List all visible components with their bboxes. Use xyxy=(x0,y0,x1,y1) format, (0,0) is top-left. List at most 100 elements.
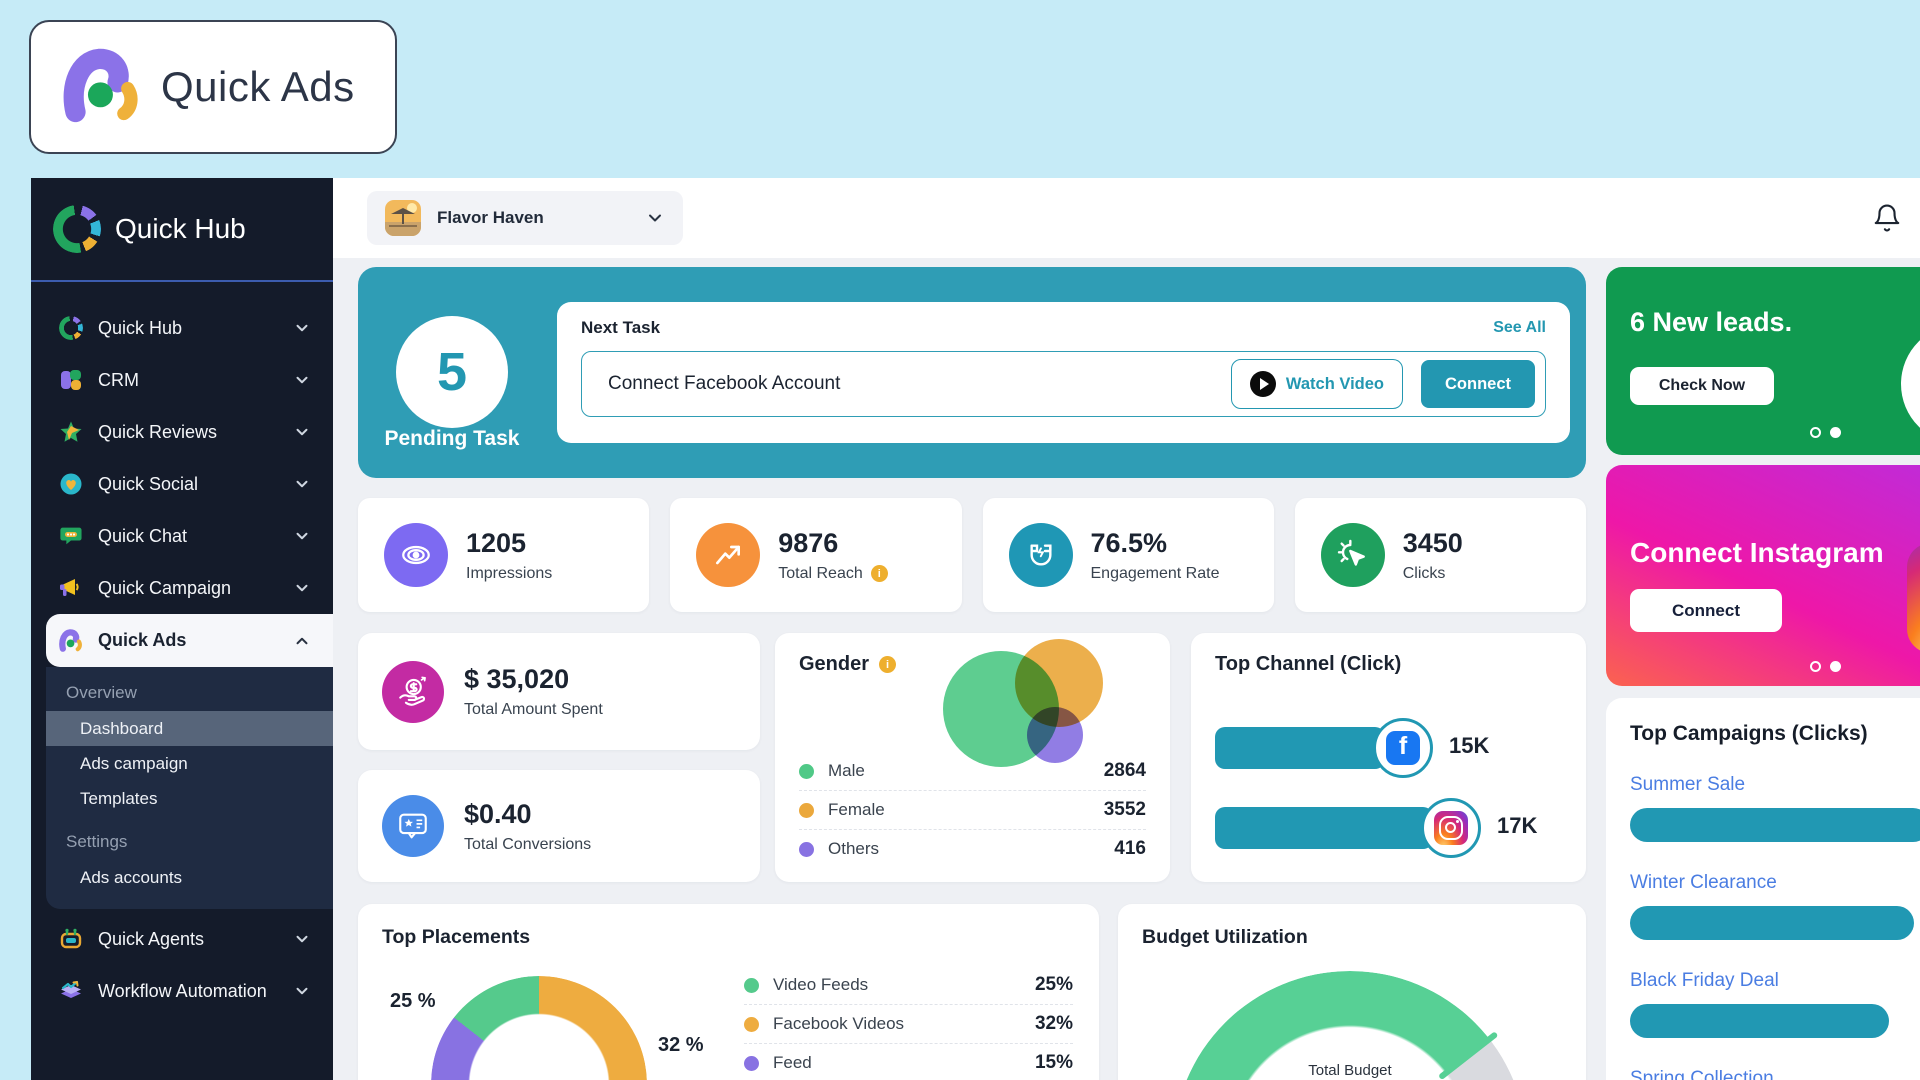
sidebar-item-quick-reviews[interactable]: Quick Reviews xyxy=(31,406,333,458)
clicks-card: 3450 Clicks xyxy=(1294,498,1586,612)
placements-legend: Video Feeds 25% Facebook Videos 32% Feed… xyxy=(744,966,1073,1080)
submenu-link-templates[interactable]: Templates xyxy=(80,789,158,808)
sidebar-item-quick-agents[interactable]: Quick Agents xyxy=(31,913,333,965)
chevron-down-icon xyxy=(296,480,308,488)
sidebar-item-quick-social[interactable]: Quick Social xyxy=(31,458,333,510)
quick-hub-logo-icon xyxy=(53,205,101,253)
connect-instagram-button[interactable]: Connect xyxy=(1630,589,1782,632)
sidebar-item-quick-ads[interactable]: Quick Ads xyxy=(46,614,333,667)
facebook-bar-row: 15K xyxy=(1191,715,1586,781)
crm-icon xyxy=(59,368,83,392)
total-amount-spent-card: $ 35,020 Total Amount Spent xyxy=(358,633,760,750)
campaign-link-spring-collection[interactable]: Spring Collection xyxy=(1630,1068,1774,1080)
quick-ads-submenu: Overview Dashboard Ads campaign Template… xyxy=(46,667,333,909)
new-leads-card: 6 New leads. Check Now xyxy=(1606,267,1920,455)
total-reach-card: 9876 Total Reach xyxy=(670,498,962,612)
pending-task-count: 5 xyxy=(396,316,508,428)
carousel-dot[interactable] xyxy=(1810,427,1821,438)
stat-value: 9876 xyxy=(778,527,839,558)
sidebar-item-workflow-automation[interactable]: Workflow Automation xyxy=(31,965,333,1017)
instagram-icon xyxy=(1421,798,1481,858)
gender-title: Gender xyxy=(799,653,870,675)
chevron-down-icon xyxy=(296,376,308,384)
task-name: Connect Facebook Account xyxy=(608,373,841,394)
next-task-title: Next Task xyxy=(581,318,661,337)
sidebar-item-quick-campaign[interactable]: Quick Campaign xyxy=(31,562,333,614)
carousel-dot[interactable] xyxy=(1810,661,1821,672)
gender-card: Gender Male 2864 Female 3552 Others xyxy=(775,633,1170,882)
sidebar-item-label: Quick Campaign xyxy=(98,577,232,598)
quick-ads-logo-icon xyxy=(63,48,138,123)
carousel-dots[interactable] xyxy=(1810,427,1841,438)
top-campaigns-title: Top Campaigns (Clicks) xyxy=(1630,722,1868,745)
gender-legend: Male 2864 Female 3552 Others 416 xyxy=(799,752,1146,868)
connect-button[interactable]: Connect xyxy=(1421,360,1535,408)
submenu-link-ads-campaign[interactable]: Ads campaign xyxy=(80,754,188,773)
legend-row: Others 416 xyxy=(799,829,1146,868)
stat-label: Engagement Rate xyxy=(1090,564,1220,582)
legend-row: Feed 15% xyxy=(744,1043,1073,1080)
info-icon[interactable] xyxy=(879,656,897,673)
legend-dot xyxy=(799,841,814,857)
instagram-title: Connect Instagram xyxy=(1630,537,1884,568)
legend-dot xyxy=(744,977,759,993)
carousel-dots[interactable] xyxy=(1810,661,1841,672)
brand-title: Quick Ads xyxy=(161,63,355,110)
instagram-logo-icon xyxy=(1907,543,1920,653)
sidebar-item-quick-hub[interactable]: Quick Hub xyxy=(31,302,333,354)
account-thumbnail xyxy=(385,200,421,236)
stat-label: Total Conversions xyxy=(464,835,592,853)
carousel-dot[interactable] xyxy=(1830,427,1841,438)
see-all-link[interactable]: See All xyxy=(1493,319,1546,336)
chevron-down-icon xyxy=(296,935,308,943)
chevron-down-icon xyxy=(296,584,308,592)
legend-row: Facebook Videos 32% xyxy=(744,1004,1073,1043)
submenu-section-overview: Overview xyxy=(66,683,137,702)
submenu-link-dashboard[interactable]: Dashboard xyxy=(46,711,333,746)
impressions-card: 1205 Impressions xyxy=(358,498,650,612)
campaign-bar xyxy=(1630,906,1914,940)
carousel-dot[interactable] xyxy=(1830,661,1841,672)
notification-bell-icon[interactable] xyxy=(1872,202,1902,234)
play-icon xyxy=(1249,371,1276,397)
legend-row: Male 2864 xyxy=(799,752,1146,790)
star-icon xyxy=(59,420,83,444)
brand-logo-box: Quick Ads xyxy=(29,20,397,154)
info-icon[interactable] xyxy=(870,565,888,582)
legend-dot xyxy=(744,1055,759,1071)
stat-value: 76.5% xyxy=(1090,527,1168,558)
campaign-link-summer-sale[interactable]: Summer Sale xyxy=(1630,774,1746,795)
stat-label: Total Reach xyxy=(778,564,863,582)
legend-dot xyxy=(744,1016,759,1032)
sidebar-item-crm[interactable]: CRM xyxy=(31,354,333,406)
watch-video-button[interactable]: Watch Video xyxy=(1230,359,1403,409)
facebook-bar xyxy=(1215,727,1385,769)
stat-label: Total Amount Spent xyxy=(464,701,603,718)
account-selector[interactable]: Flavor Haven xyxy=(367,191,683,245)
next-task-banner: 5 Pending Task Next Task See All Connect… xyxy=(358,267,1586,478)
sidebar-item-label: Quick Social xyxy=(98,473,199,494)
robot-icon xyxy=(59,927,83,951)
account-name: Flavor Haven xyxy=(437,208,544,227)
campaign-link-winter-clearance[interactable]: Winter Clearance xyxy=(1630,872,1777,893)
chevron-down-icon xyxy=(296,428,308,436)
connect-instagram-card: Connect Instagram Connect xyxy=(1606,465,1920,686)
campaign-link-black-friday[interactable]: Black Friday Deal xyxy=(1630,970,1779,991)
sidebar-item-quick-chat[interactable]: Quick Chat xyxy=(31,510,333,562)
legend-dot xyxy=(799,763,814,779)
megaphone-icon xyxy=(59,576,83,600)
instagram-bar-row: 17K xyxy=(1191,795,1586,861)
hand-dollar-icon xyxy=(382,660,444,723)
facebook-icon xyxy=(1373,718,1433,778)
check-now-button[interactable]: Check Now xyxy=(1630,367,1774,405)
chat-bubble-icon xyxy=(59,524,83,548)
magnet-icon xyxy=(1008,523,1073,587)
top-campaigns-card: Top Campaigns (Clicks) Summer Sale Winte… xyxy=(1606,698,1920,1080)
stat-label: Impressions xyxy=(466,564,553,582)
submenu-link-ads-accounts[interactable]: Ads accounts xyxy=(80,868,183,887)
legend-row: Female 3552 xyxy=(799,790,1146,829)
legend-row: Video Feeds 25% xyxy=(744,966,1073,1004)
facebook-value: 15K xyxy=(1449,733,1490,758)
quick-hub-icon xyxy=(59,316,83,340)
